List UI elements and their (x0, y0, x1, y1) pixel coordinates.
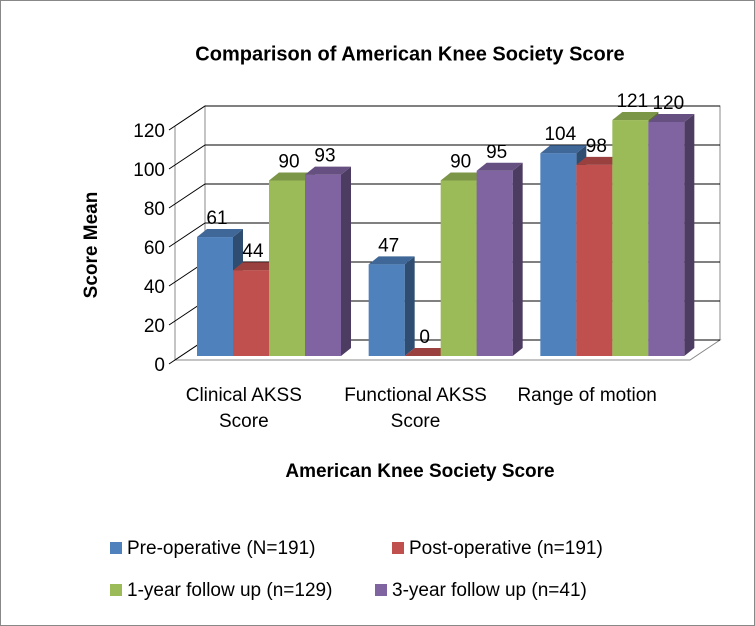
y-tick-label: 0 (154, 355, 165, 376)
bar-top (233, 262, 279, 271)
data-label: 61 (206, 208, 227, 229)
data-label: 90 (278, 152, 299, 173)
bar-side (341, 166, 351, 356)
data-label: 121 (616, 91, 648, 112)
data-label: 0 (419, 327, 430, 348)
bar-front (476, 170, 513, 356)
data-label: 47 (378, 235, 399, 256)
legend-label: 1-year follow up (n=129) (127, 580, 332, 601)
data-label: 104 (544, 124, 576, 145)
chart-title: Comparison of American Knee Society Scor… (195, 43, 624, 65)
legend-swatch (392, 542, 404, 554)
legend-label: Post-operative (n=191) (409, 538, 603, 559)
bar-front (269, 180, 305, 356)
bar-top (197, 229, 243, 238)
grid-line (168, 144, 720, 170)
bar-top (648, 114, 695, 122)
bar-top (612, 112, 659, 121)
bar-front (612, 120, 649, 356)
x-tick-label: Functional AKSS Score (344, 385, 487, 432)
bar-front (576, 164, 613, 356)
bar-top (476, 162, 523, 171)
bar (476, 162, 523, 356)
legend-label: Pre-operative (N=191) (127, 538, 316, 559)
bar-front (233, 270, 269, 356)
bar-front (368, 264, 405, 356)
y-tick-label: 80 (144, 199, 165, 220)
legend-swatch (110, 584, 122, 596)
bar-top (404, 348, 451, 356)
bar (648, 114, 695, 356)
bar-top (269, 172, 315, 181)
bar-top (540, 145, 587, 154)
y-axis-title: Score Mean (81, 192, 102, 299)
legend-swatch (375, 584, 387, 596)
x-tick-label: Range of motion (517, 385, 657, 406)
bar (404, 348, 451, 356)
bar (305, 166, 351, 356)
data-label: 93 (314, 146, 335, 167)
bar-front (648, 122, 685, 356)
y-tick-label: 120 (133, 121, 165, 142)
legend-label: 3-year follow up (n=41) (392, 580, 587, 601)
bar (368, 256, 415, 356)
bar-top (368, 256, 415, 265)
bar-front (440, 180, 477, 356)
bar-front (197, 237, 233, 356)
y-tick-label: 40 (144, 277, 165, 298)
bar-top (440, 172, 487, 181)
data-label: 120 (652, 93, 684, 114)
bar (197, 229, 243, 356)
bar-side (512, 162, 523, 356)
bar-side (684, 114, 695, 356)
bar-front (305, 174, 341, 356)
bar-side (404, 256, 415, 356)
y-tick-label: 20 (144, 316, 165, 337)
data-label: 90 (450, 152, 471, 173)
x-axis-title: American Knee Society Score (285, 461, 554, 482)
y-tick-label: 60 (144, 238, 165, 259)
legend-swatch (110, 542, 122, 554)
x-tick-label: Clinical AKSS Score (185, 385, 302, 432)
grid-line (168, 105, 720, 131)
bar-top (576, 156, 623, 165)
data-label: 98 (586, 136, 607, 157)
y-tick-label: 100 (133, 160, 165, 181)
bar-front (540, 153, 577, 356)
data-label: 44 (242, 241, 264, 262)
data-label: 95 (486, 142, 507, 163)
bar-top (305, 166, 351, 175)
